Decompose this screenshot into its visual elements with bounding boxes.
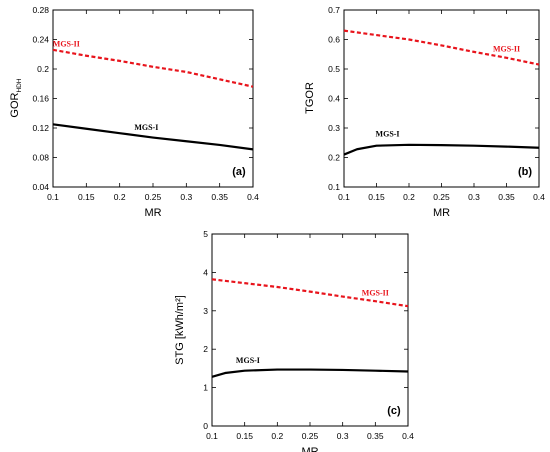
series-tag-mgs-i: MGS-I bbox=[134, 123, 158, 132]
series-line-mgs-ii bbox=[343, 29, 540, 66]
x-tick-label: 0.2 bbox=[114, 192, 126, 202]
x-tick-label: 0.25 bbox=[302, 431, 319, 441]
y-tick-label: 0.2 bbox=[37, 64, 49, 74]
x-tick-label: 0.25 bbox=[145, 192, 162, 202]
x-tick-label: 0.1 bbox=[338, 192, 350, 202]
y-tick-label: 1 bbox=[203, 383, 208, 393]
series-line-mgs-ii bbox=[52, 48, 254, 88]
x-axis-label: MR bbox=[433, 207, 450, 219]
series-tag-mgs-i: MGS-I bbox=[376, 130, 400, 139]
y-tick-label: 0.08 bbox=[32, 153, 49, 163]
series-tag-mgs-ii: MGS-II bbox=[53, 39, 80, 48]
series-tag-mgs-ii: MGS-II bbox=[362, 288, 389, 297]
x-tick-label: 0.15 bbox=[368, 192, 385, 202]
x-tick-label: 0.4 bbox=[247, 192, 259, 202]
x-axis-label: MR bbox=[144, 207, 161, 219]
y-tick-label: 0.16 bbox=[32, 94, 49, 104]
x-axis-label: MR bbox=[301, 446, 318, 452]
plot-frame bbox=[211, 233, 409, 427]
y-tick-label: 4 bbox=[203, 267, 208, 277]
panel-letter: (a) bbox=[232, 166, 246, 178]
y-tick-label: 3 bbox=[203, 306, 208, 316]
x-tick-label: 0.1 bbox=[206, 431, 218, 441]
series-tag-mgs-ii: MGS-II bbox=[493, 44, 520, 53]
y-axis-label: STG [kWh/m²] bbox=[174, 295, 186, 365]
y-tick-label: 0.3 bbox=[328, 123, 340, 133]
panel-b: 0.1 0.15 0.2 0.25 0.3 0.35 0.4 0.1 0.2 0.3 0.4 0.5 0… bbox=[304, 5, 545, 219]
y-axis-label: TGOR bbox=[304, 82, 316, 114]
plot-frame bbox=[52, 9, 254, 188]
y-axis-label: GORHDH bbox=[9, 78, 23, 117]
y-tick-label: 0.04 bbox=[32, 182, 49, 192]
y-tick-label: 0.1 bbox=[328, 182, 340, 192]
y-tick-label: 0.12 bbox=[32, 123, 49, 133]
y-tick-label: 0.7 bbox=[328, 5, 340, 15]
panel-letter: (b) bbox=[518, 166, 532, 178]
x-tick-label: 0.15 bbox=[78, 192, 95, 202]
plot-frame bbox=[343, 9, 540, 188]
x-tick-label: 0.35 bbox=[211, 192, 228, 202]
panel-a: 0.1 0.15 0.2 0.25 0.3 0.35 0.4 0.04 0.08 0.12 0.16… bbox=[9, 5, 259, 219]
x-tick-label: 0.15 bbox=[236, 431, 253, 441]
y-tick-label: 2 bbox=[203, 344, 208, 354]
x-tick-label: 0.35 bbox=[367, 431, 384, 441]
x-tick-label: 0.4 bbox=[402, 431, 414, 441]
panel-c: 0.1 0.15 0.2 0.25 0.3 0.35 0.4 0 1 2 3 4 5 MR STG [kWh… bbox=[174, 229, 414, 452]
x-tick-label: 0.2 bbox=[271, 431, 283, 441]
x-tick-label: 0.3 bbox=[180, 192, 192, 202]
series-tag-mgs-i: MGS-I bbox=[236, 356, 260, 365]
series-line-mgs-ii bbox=[211, 278, 409, 308]
x-tick-label: 0.2 bbox=[403, 192, 415, 202]
y-tick-label: 0.28 bbox=[32, 5, 49, 15]
y-tick-label: 0.2 bbox=[328, 153, 340, 163]
x-tick-label: 0.3 bbox=[468, 192, 480, 202]
series-line-mgs-i bbox=[52, 123, 254, 151]
x-tick-label: 0.25 bbox=[433, 192, 450, 202]
y-tick-label: 0.6 bbox=[328, 35, 340, 45]
y-tick-label: 0 bbox=[203, 421, 208, 431]
panel-letter: (c) bbox=[387, 405, 401, 417]
series-line-mgs-i bbox=[343, 143, 540, 156]
y-tick-label: 5 bbox=[203, 229, 208, 239]
series-line-mgs-i bbox=[211, 368, 409, 378]
x-tick-label: 0.1 bbox=[47, 192, 59, 202]
x-tick-label: 0.4 bbox=[533, 192, 545, 202]
y-tick-label: 0.24 bbox=[32, 35, 49, 45]
y-tick-label: 0.4 bbox=[328, 94, 340, 104]
y-tick-label: 0.5 bbox=[328, 64, 340, 74]
x-tick-label: 0.3 bbox=[337, 431, 349, 441]
x-tick-label: 0.35 bbox=[498, 192, 515, 202]
